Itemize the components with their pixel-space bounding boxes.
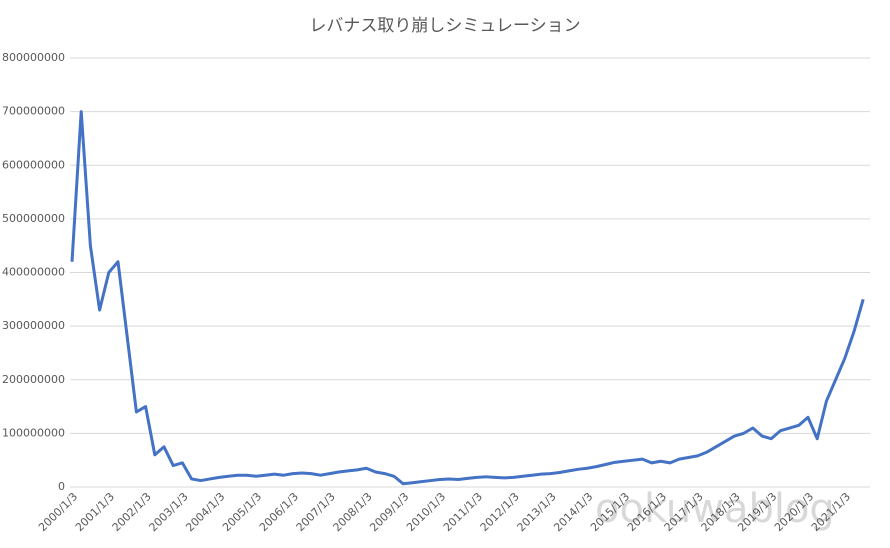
y-tick-label: 600000000 bbox=[2, 158, 65, 171]
y-tick-label: 0 bbox=[58, 480, 65, 493]
chart-title: レバナス取り崩しシミュレーション bbox=[309, 16, 580, 36]
y-tick-label: 300000000 bbox=[2, 319, 65, 332]
y-tick-label: 500000000 bbox=[2, 212, 65, 225]
y-tick-label: 200000000 bbox=[2, 373, 65, 386]
y-tick-label: 400000000 bbox=[2, 266, 65, 279]
y-tick-label: 800000000 bbox=[2, 51, 65, 64]
watermark: ookuwablog bbox=[595, 486, 835, 532]
data-line bbox=[70, 110, 865, 486]
y-tick-label: 700000000 bbox=[2, 105, 65, 118]
y-tick-label: 100000000 bbox=[2, 426, 65, 439]
